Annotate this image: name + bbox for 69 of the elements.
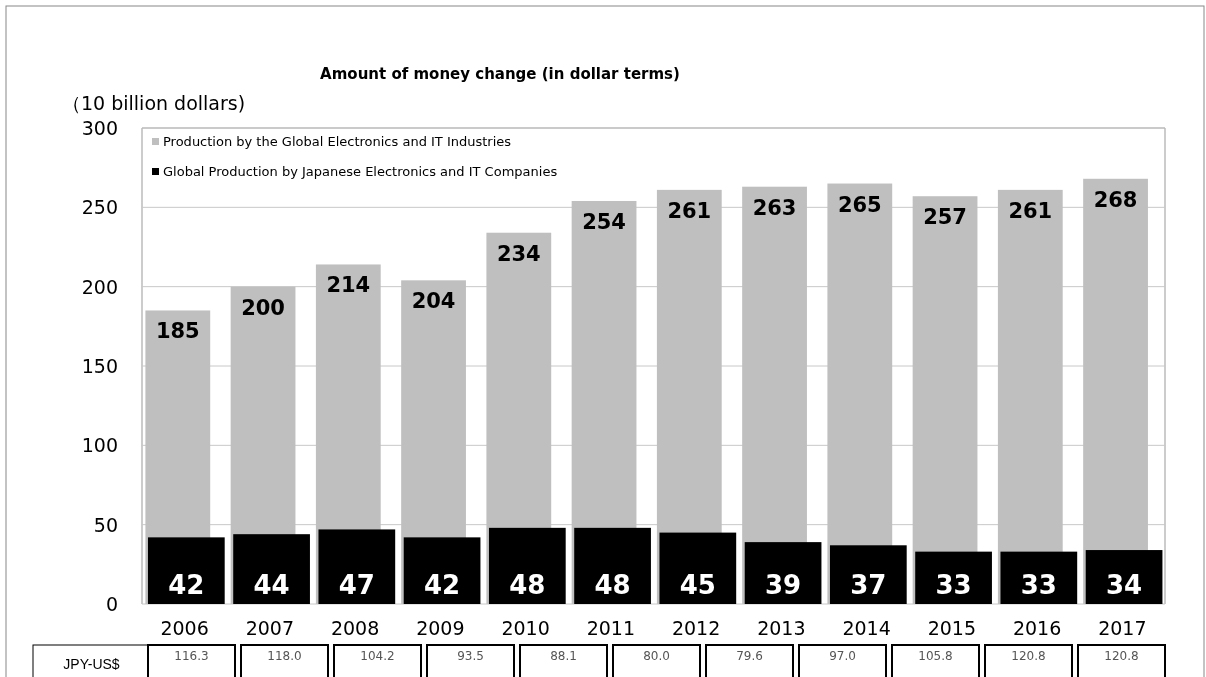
y-tick-label: 300	[81, 117, 118, 139]
data-label: 254	[582, 209, 626, 234]
x-tick-label: 2009	[416, 617, 465, 639]
bar	[233, 534, 310, 604]
text: 88.1	[550, 649, 577, 663]
x-tick-label: 2012	[671, 617, 721, 639]
bar	[574, 527, 651, 604]
x-tick-label: 2011	[586, 617, 636, 639]
x-tick-label: 2007	[245, 617, 295, 639]
bar	[488, 527, 566, 604]
text: 120.8	[1011, 649, 1046, 663]
data-label: 261	[1008, 198, 1053, 223]
y-tick-label: 50	[93, 513, 118, 536]
text: 93.5	[457, 649, 484, 663]
y-tick-label: 100	[81, 434, 118, 457]
text: 97.0	[829, 649, 856, 663]
x-tick-label: 2017	[1098, 617, 1147, 639]
bar	[147, 537, 225, 604]
bar	[915, 551, 992, 604]
data-label: 47	[338, 570, 375, 600]
text: 105.8	[918, 649, 953, 663]
x-tick-label: 2014	[842, 617, 891, 639]
bar	[403, 537, 481, 604]
data-label: 261	[667, 198, 712, 223]
bar	[659, 532, 737, 604]
data-label: 33	[935, 570, 972, 600]
chart-title: Amount of money change (in dollar terms)	[320, 65, 680, 83]
data-label: 257	[923, 205, 967, 230]
data-label: 48	[509, 570, 546, 600]
data-label: 44	[253, 570, 290, 600]
y-tick-label: 0	[105, 593, 118, 615]
bar	[744, 542, 822, 604]
data-label: 268	[1093, 187, 1138, 212]
text: 120.8	[1104, 649, 1139, 663]
bar	[829, 545, 907, 604]
text: 80.0	[643, 649, 670, 663]
text: JPY-US$	[63, 656, 120, 672]
text: 79.6	[736, 649, 763, 663]
y-axis-title: （10 billion dollars)	[62, 92, 246, 114]
data-label: 42	[423, 570, 461, 600]
data-label: 185	[155, 319, 200, 344]
x-tick-label: 2016	[1012, 617, 1062, 639]
x-tick-label: 2013	[757, 617, 806, 639]
data-label: 265	[837, 192, 882, 217]
y-tick-label: 250	[81, 196, 118, 219]
x-tick-label: 2006	[160, 617, 209, 639]
y-tick-label: 200	[81, 275, 118, 298]
legend-label: Global Production by Japanese Electronics and IT Companies	[163, 164, 558, 179]
x-tick-label: 2010	[501, 617, 550, 639]
data-label: 39	[764, 570, 802, 600]
data-label: 204	[411, 289, 456, 314]
data-label: 34	[1105, 570, 1143, 600]
x-tick-label: 2008	[330, 617, 380, 639]
data-label: 42	[168, 570, 205, 600]
text: 118.0	[267, 649, 302, 663]
data-label: 33	[1020, 570, 1057, 600]
data-label: 234	[496, 241, 541, 266]
data-label: 48	[594, 570, 631, 600]
y-tick-label: 150	[81, 355, 118, 377]
data-label: 200	[241, 295, 285, 320]
bar	[318, 529, 396, 604]
text: 104.2	[360, 649, 395, 663]
data-label: 45	[679, 570, 716, 600]
x-tick-label: 2015	[927, 617, 977, 639]
data-label: 263	[752, 195, 797, 220]
text: 116.3	[174, 649, 209, 663]
data-label: 214	[326, 273, 371, 298]
data-label: 37	[850, 570, 887, 600]
legend-label: Production by the Global Electronics and IT Industries	[163, 134, 512, 149]
